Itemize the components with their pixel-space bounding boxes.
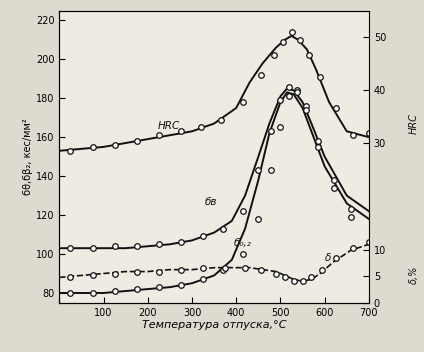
Point — [348, 214, 354, 220]
Point — [111, 244, 118, 249]
Point — [308, 275, 315, 280]
Point — [133, 286, 140, 292]
Point — [282, 275, 288, 280]
X-axis label: Температура отпуска,°C: Температура отпуска,°C — [142, 320, 286, 331]
Point — [255, 216, 262, 222]
Point — [67, 148, 74, 153]
Point — [317, 74, 324, 80]
Point — [200, 265, 206, 270]
Point — [220, 267, 226, 272]
Text: бв: бв — [204, 197, 217, 207]
Point — [156, 132, 162, 138]
Point — [315, 138, 321, 144]
Point — [240, 208, 246, 214]
Point — [178, 239, 184, 245]
Point — [198, 125, 204, 130]
Point — [220, 226, 226, 232]
Point — [315, 144, 321, 150]
Point — [133, 138, 140, 144]
Point — [156, 284, 162, 290]
Point — [255, 168, 262, 173]
Point — [271, 52, 277, 58]
Point — [156, 269, 162, 274]
Point — [156, 241, 162, 247]
Text: б₀,₂: б₀,₂ — [234, 238, 252, 249]
Point — [67, 290, 74, 296]
Point — [89, 290, 96, 296]
Point — [222, 265, 229, 270]
Point — [111, 142, 118, 148]
Point — [133, 269, 140, 274]
Point — [133, 244, 140, 249]
Point — [348, 206, 354, 212]
Point — [178, 128, 184, 134]
Point — [288, 29, 295, 35]
Point — [267, 168, 274, 173]
Point — [350, 132, 357, 138]
Point — [67, 245, 74, 251]
Point — [89, 144, 96, 150]
Point — [294, 89, 301, 95]
Point — [89, 273, 96, 278]
Text: δ: δ — [325, 253, 331, 263]
Text: HRC: HRC — [158, 121, 180, 131]
Point — [257, 267, 264, 272]
Point — [365, 131, 372, 136]
Point — [306, 52, 312, 58]
Point — [218, 117, 224, 122]
Point — [67, 275, 74, 280]
Point — [303, 103, 310, 109]
Point — [279, 39, 286, 45]
Point — [242, 265, 248, 270]
Point — [365, 239, 372, 245]
Point — [330, 177, 337, 183]
Point — [277, 98, 284, 103]
Point — [200, 234, 206, 239]
Point — [267, 128, 274, 134]
Point — [89, 245, 96, 251]
Point — [330, 185, 337, 191]
Point — [297, 37, 304, 43]
Point — [200, 277, 206, 282]
Text: δ,%: δ,% — [409, 265, 419, 284]
Point — [240, 251, 246, 257]
Point — [319, 267, 326, 272]
Point — [273, 271, 279, 276]
Point — [286, 93, 293, 99]
Text: HRC: HRC — [409, 113, 419, 134]
Point — [178, 282, 184, 288]
Point — [303, 107, 310, 113]
Point — [178, 267, 184, 272]
Point — [111, 271, 118, 276]
Point — [286, 84, 293, 89]
Point — [290, 278, 297, 284]
Point — [277, 125, 284, 130]
Point — [257, 72, 264, 78]
Y-axis label: бθ,бβ₂, кес/мм²: бθ,бβ₂, кес/мм² — [23, 118, 33, 195]
Point — [294, 88, 301, 93]
Point — [240, 99, 246, 105]
Point — [350, 245, 357, 251]
Point — [332, 255, 339, 261]
Point — [299, 278, 306, 284]
Point — [332, 105, 339, 111]
Point — [111, 288, 118, 294]
